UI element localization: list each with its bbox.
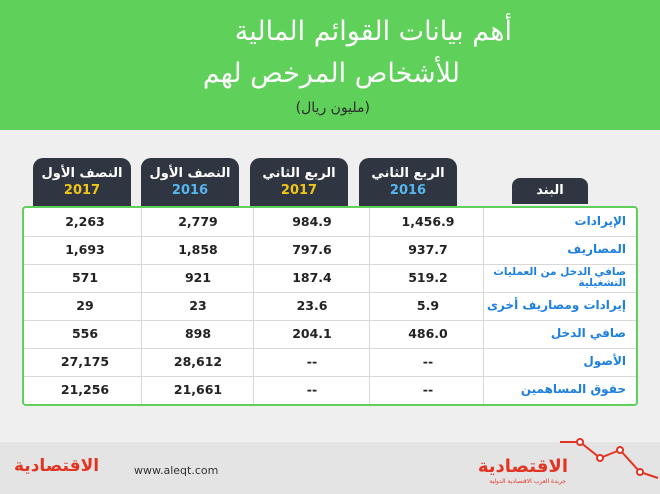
row-label: المصاريف — [567, 242, 626, 256]
column-divider — [483, 208, 484, 404]
title-line-2: للأشخاص المرخص لهم — [202, 58, 460, 89]
cell-h1-2016: 23 — [189, 298, 207, 313]
table-row: 556 898 204.1 486.0 صافي الدخل — [24, 320, 636, 348]
cell-h1-2016: 2,779 — [178, 214, 218, 229]
cell-h1-2017: 556 — [71, 326, 99, 341]
column-divider — [141, 208, 142, 404]
cell-q2-2016: -- — [422, 354, 434, 369]
brand-logo-left: الاقتصادية — [14, 456, 100, 476]
cell-q2-2016: 937.7 — [408, 242, 448, 257]
row-divider — [24, 376, 636, 377]
row-label: الإيرادات — [574, 214, 626, 228]
column-year: 2017 — [63, 183, 101, 198]
trend-line-icon — [560, 438, 659, 479]
cell-h1-2016: 1,858 — [178, 242, 218, 257]
row-label: إيرادات ومصاريف أخرى — [486, 298, 626, 312]
unit-label: (مليون ريال) — [295, 100, 370, 116]
table-row: 571 921 187.4 519.2 صافي الدخل من العملي… — [24, 264, 636, 292]
column-divider — [253, 208, 254, 404]
cell-q2-2016: 5.9 — [416, 298, 440, 313]
row-label: صافي الدخل — [550, 326, 626, 340]
table-row: 27,175 28,612 -- -- الأصول — [24, 348, 636, 376]
cell-q2-2017: 984.9 — [292, 214, 332, 229]
column-period: الربع الثاني — [262, 166, 336, 181]
column-header-h1-2016: النصف الأول 2016 — [141, 158, 239, 206]
row-divider — [24, 320, 636, 321]
cell-q2-2017: 23.6 — [296, 298, 328, 313]
table-row: 1,693 1,858 797.6 937.7 المصاريف — [24, 236, 636, 264]
row-divider — [24, 236, 636, 237]
cell-h1-2016: 28,612 — [173, 354, 223, 369]
row-label: صافي الدخل من العمليات التشغيلية — [493, 266, 626, 289]
brand-logo-right: الاقتصادية — [477, 456, 568, 477]
column-year: 2017 — [280, 183, 318, 198]
cell-h1-2017: 2,263 — [65, 214, 105, 229]
column-divider — [369, 208, 370, 404]
cell-h1-2017: 27,175 — [60, 354, 110, 369]
footer-bar — [0, 442, 660, 494]
cell-q2-2016: 519.2 — [408, 270, 448, 285]
cell-q2-2016: 1,456.9 — [401, 214, 455, 229]
column-year: 2016 — [171, 183, 209, 198]
cell-h1-2016: 921 — [184, 270, 212, 285]
cell-h1-2016: 21,661 — [173, 382, 223, 397]
column-header-q2-2017: الربع الثاني 2017 — [250, 158, 348, 206]
table-row: 2,263 2,779 984.9 1,456.9 الإيرادات — [24, 208, 636, 236]
row-label: حقوق المساهمين — [520, 382, 626, 396]
cell-q2-2017: -- — [306, 382, 318, 397]
cell-h1-2016: 898 — [184, 326, 212, 341]
table-row: 29 23 23.6 5.9 إيرادات ومصاريف أخرى — [24, 292, 636, 320]
column-period: النصف الأول — [149, 166, 231, 181]
column-header-h1-2017: النصف الأول 2017 — [33, 158, 131, 206]
cell-q2-2016: 486.0 — [408, 326, 448, 341]
brand-tagline: جريدة العرب الاقتصادية الدولية — [489, 478, 566, 485]
cell-h1-2017: 21,256 — [60, 382, 110, 397]
column-period: الربع الثاني — [371, 166, 445, 181]
column-year: 2016 — [389, 183, 427, 198]
cell-q2-2017: -- — [306, 354, 318, 369]
column-period: النصف الأول — [41, 166, 123, 181]
cell-h1-2017: 571 — [71, 270, 99, 285]
row-divider — [24, 348, 636, 349]
row-divider — [24, 264, 636, 265]
cell-q2-2017: 797.6 — [292, 242, 332, 257]
row-label: الأصول — [583, 354, 626, 368]
column-header-q2-2016: الربع الثاني 2016 — [359, 158, 457, 206]
row-divider — [24, 292, 636, 293]
cell-q2-2016: -- — [422, 382, 434, 397]
item-column-header: البند — [512, 178, 588, 204]
cell-q2-2017: 204.1 — [292, 326, 332, 341]
cell-h1-2017: 29 — [76, 298, 94, 313]
title-line-1: أهم بيانات القوائم المالية — [234, 16, 512, 47]
title-banner: أهم بيانات القوائم المالية للأشخاص المرخ… — [0, 0, 660, 130]
cell-h1-2017: 1,693 — [65, 242, 105, 257]
data-table: 2,263 2,779 984.9 1,456.9 الإيرادات 1,69… — [22, 206, 638, 406]
table-row: 21,256 21,661 -- -- حقوق المساهمين — [24, 376, 636, 404]
website-url: www.aleqt.com — [134, 464, 219, 477]
cell-q2-2017: 187.4 — [292, 270, 332, 285]
